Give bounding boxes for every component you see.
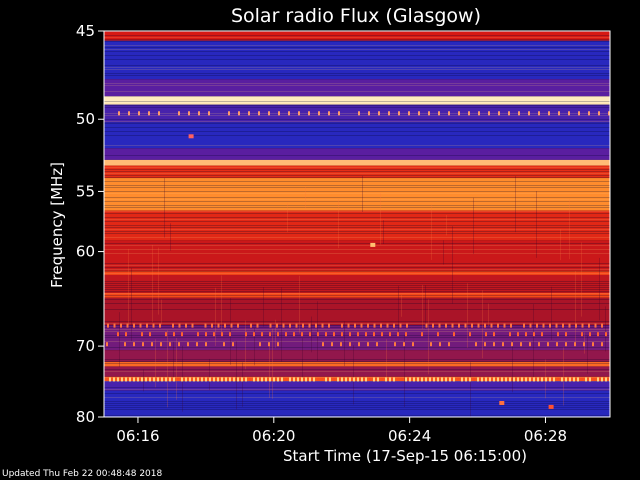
frequency-band — [104, 40, 610, 80]
axes: 45 50 55 60 70 80 06:16 06:20 06:24 06:28 — [76, 22, 611, 445]
x-tick-label: 06:28 — [524, 427, 567, 445]
x-tick-label: 06:16 — [116, 427, 159, 445]
channel-texture — [104, 31, 610, 416]
frequency-band — [104, 297, 610, 326]
frequency-band — [104, 240, 610, 271]
updated-timestamp: Updated Thu Feb 22 00:48:48 2018 — [2, 469, 163, 479]
frequency-band — [104, 165, 610, 179]
y-axis-label: Frequency [MHz] — [48, 162, 66, 288]
interference-dashes — [117, 332, 607, 337]
frequency-band — [104, 96, 610, 105]
burst-spot — [548, 404, 554, 409]
frequency-band — [104, 122, 610, 149]
y-tick-label: 45 — [76, 22, 95, 40]
frequency-band — [104, 390, 610, 417]
frequency-band — [104, 159, 610, 166]
frequency-band — [104, 366, 610, 377]
y-tick-label: 70 — [76, 337, 95, 355]
frequency-band — [104, 104, 610, 123]
chart-title: Solar radio Flux (Glasgow) — [231, 5, 481, 27]
plot-area — [104, 31, 610, 417]
frequency-band — [104, 31, 610, 41]
frequency-band — [104, 361, 610, 367]
interference-dashes — [106, 342, 603, 347]
x-axis-label: Start Time (17-Sep-15 06:15:00) — [283, 447, 527, 465]
burst-spot — [188, 134, 194, 139]
frequency-band — [104, 274, 610, 293]
frequency-band — [104, 350, 610, 362]
frequency-band — [104, 210, 610, 241]
x-tick-label: 06:20 — [252, 427, 295, 445]
frequency-band — [104, 79, 610, 97]
interference-dashes — [109, 377, 610, 382]
frequency-band — [104, 381, 610, 391]
burst-spot — [499, 401, 505, 405]
frequency-band — [104, 148, 610, 160]
y-tick-label: 50 — [76, 110, 95, 128]
y-tick-label: 60 — [76, 243, 95, 261]
x-tick-label: 06:24 — [388, 427, 431, 445]
burst-spot — [370, 242, 376, 247]
y-tick-label: 80 — [76, 408, 95, 426]
frequency-band — [104, 270, 610, 275]
y-tick-label: 55 — [76, 182, 95, 200]
frequency-band — [104, 292, 610, 298]
interference-dashes — [118, 111, 610, 116]
interference-dashes — [107, 323, 603, 328]
frequency-band — [104, 178, 610, 211]
plot-frame — [103, 30, 611, 418]
